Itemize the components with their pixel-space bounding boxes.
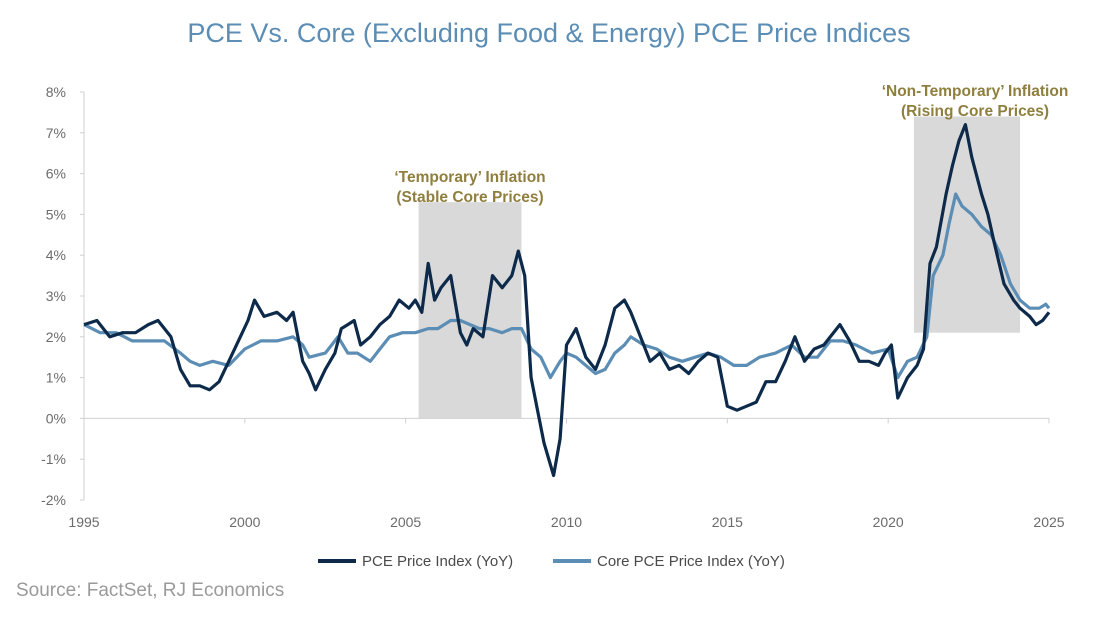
annotation-text: ‘Temporary’ Inflation (394, 169, 545, 186)
shaded-regions (418, 116, 1021, 419)
shaded-region (418, 202, 522, 419)
annotation-text: ‘Non-Temporary’ Inflation (882, 83, 1069, 100)
series-lines (83, 123, 1051, 478)
y-tick-label: 3% (46, 288, 66, 304)
y-tick-label: 0% (46, 410, 66, 426)
annotation-text: (Rising Core Prices) (901, 103, 1049, 120)
x-tick-label: 2020 (873, 514, 904, 530)
y-tick-label: 2% (46, 329, 66, 345)
annotation-text: (Stable Core Prices) (396, 189, 543, 206)
y-tick-label: 5% (46, 206, 66, 222)
y-tick-label: -2% (41, 492, 66, 508)
source-note: Source: FactSet, RJ Economics (16, 580, 285, 601)
series-line (83, 192, 1051, 380)
y-tick-label: 4% (46, 247, 66, 263)
axes: -2% -1% 0% 1% 2% 3% 4% 5% 6% 7% 8% 1995 2000 2005 2010… (41, 84, 1065, 530)
legend-label: PCE Price Index (YoY) (362, 553, 513, 570)
y-tick-label: 7% (46, 125, 66, 141)
x-tick-label: 2025 (1033, 514, 1064, 530)
y-tick-label: 8% (46, 84, 66, 100)
y-tick-label: 1% (46, 370, 66, 386)
y-tick-label: 6% (46, 166, 66, 182)
x-tick-label: 1995 (68, 514, 99, 530)
x-tick-label: 2005 (390, 514, 421, 530)
y-tick-label: -1% (41, 451, 66, 467)
chart-title: PCE Vs. Core (Excluding Food & Energy) P… (187, 18, 911, 48)
legend: PCE Price Index (YoY) Core PCE Price Inde… (318, 553, 785, 570)
annotations: ‘Temporary’ Inflation (Stable Core Prices… (394, 83, 1068, 206)
legend-label: Core PCE Price Index (YoY) (597, 553, 785, 570)
x-tick-label: 2015 (712, 514, 743, 530)
series-line (83, 123, 1051, 478)
x-tick-label: 2010 (551, 514, 582, 530)
x-tick-label: 2000 (229, 514, 260, 530)
